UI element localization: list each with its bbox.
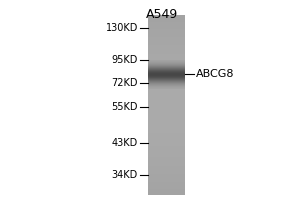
Text: ABCG8: ABCG8	[196, 69, 235, 79]
Text: 34KD: 34KD	[112, 170, 138, 180]
Text: 72KD: 72KD	[112, 78, 138, 88]
Text: 55KD: 55KD	[112, 102, 138, 112]
Text: A549: A549	[146, 8, 178, 21]
Text: 130KD: 130KD	[106, 23, 138, 33]
Text: 43KD: 43KD	[112, 138, 138, 148]
Text: 95KD: 95KD	[112, 55, 138, 65]
